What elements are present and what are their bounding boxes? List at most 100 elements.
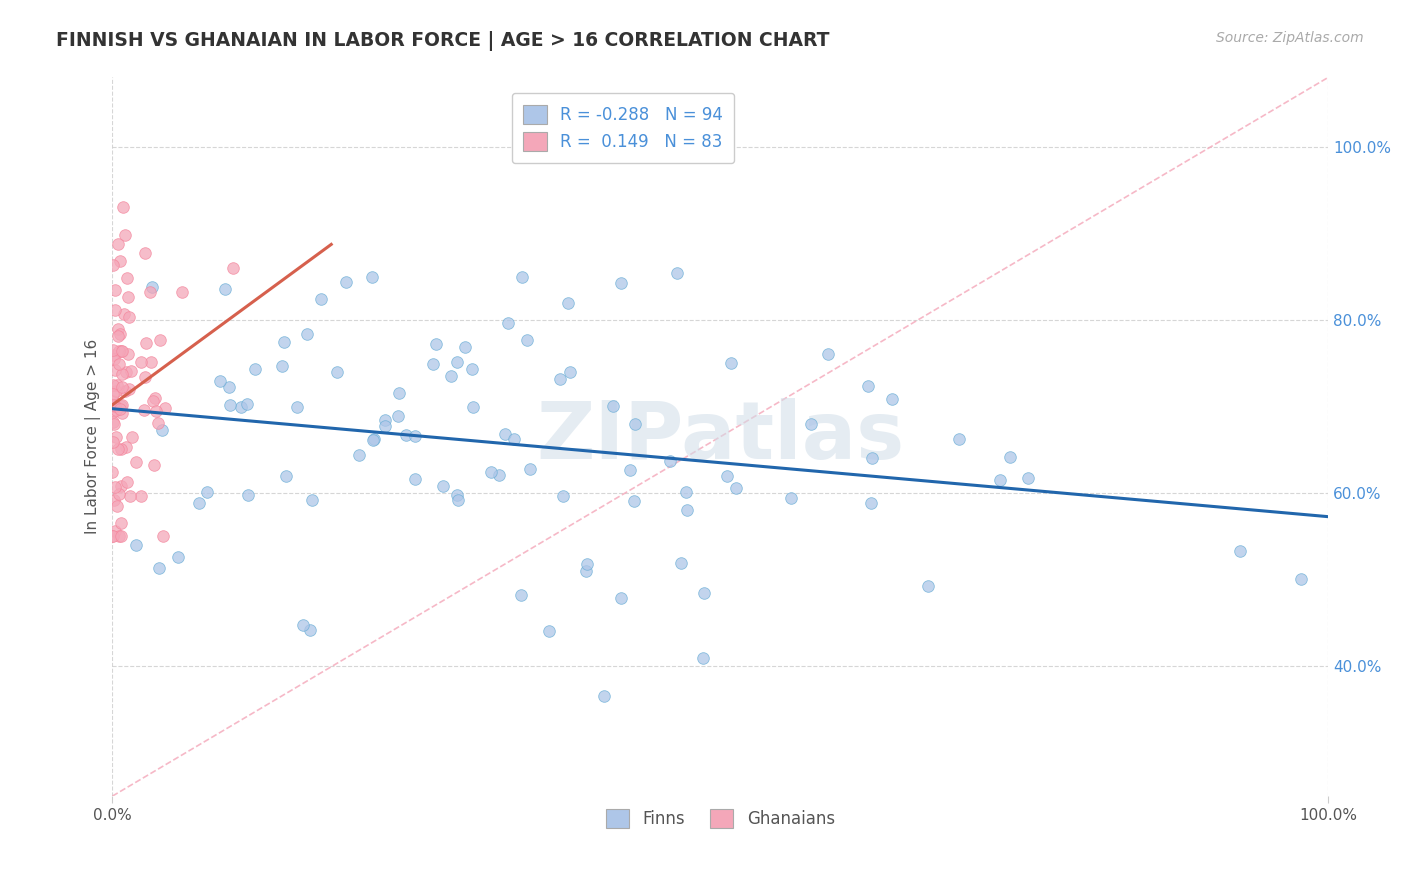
Point — [273, 335, 295, 350]
Point — [107, 329, 129, 343]
Point — [115, 365, 138, 379]
Point — [623, 494, 645, 508]
Point — [510, 588, 533, 602]
Point — [134, 245, 156, 260]
Point — [425, 336, 447, 351]
Point — [550, 372, 572, 386]
Point — [101, 465, 124, 479]
Point — [134, 370, 156, 384]
Point — [112, 307, 135, 321]
Point — [860, 496, 883, 510]
Point — [301, 493, 323, 508]
Point — [298, 623, 321, 637]
Point — [114, 384, 136, 399]
Point — [131, 354, 153, 368]
Point — [104, 479, 127, 493]
Point — [676, 503, 699, 517]
Point — [387, 409, 409, 424]
Point — [361, 269, 384, 284]
Point — [110, 400, 132, 414]
Point — [111, 398, 134, 412]
Point — [108, 402, 131, 417]
Point — [363, 432, 385, 446]
Point — [117, 290, 139, 304]
Point — [276, 469, 298, 483]
Point — [104, 524, 127, 538]
Point — [860, 450, 883, 465]
Point — [149, 333, 172, 347]
Point — [103, 417, 125, 432]
Point — [422, 357, 444, 371]
Point — [800, 417, 823, 431]
Point — [110, 442, 132, 456]
Point — [101, 393, 124, 408]
Point — [117, 347, 139, 361]
Point — [271, 359, 294, 373]
Point — [115, 475, 138, 490]
Point — [110, 479, 132, 493]
Point — [145, 404, 167, 418]
Point — [101, 348, 124, 362]
Point — [720, 355, 742, 369]
Point — [537, 624, 560, 639]
Point — [103, 351, 125, 366]
Point — [460, 361, 482, 376]
Point — [496, 317, 519, 331]
Legend: Finns, Ghanaians: Finns, Ghanaians — [599, 802, 841, 835]
Point — [236, 397, 259, 411]
Point — [503, 432, 526, 446]
Point — [108, 487, 131, 501]
Point — [153, 401, 176, 415]
Point — [669, 556, 692, 570]
Point — [998, 450, 1021, 464]
Point — [167, 550, 190, 565]
Point — [231, 400, 253, 414]
Point — [104, 403, 127, 417]
Point — [103, 416, 125, 430]
Point — [948, 432, 970, 446]
Point — [395, 427, 418, 442]
Point — [120, 490, 142, 504]
Point — [454, 340, 477, 354]
Point — [236, 488, 259, 502]
Point — [104, 399, 127, 413]
Point — [326, 365, 349, 379]
Point — [114, 227, 136, 242]
Point — [112, 200, 135, 214]
Point — [675, 484, 697, 499]
Point — [693, 586, 716, 600]
Point — [101, 378, 124, 392]
Point — [557, 295, 579, 310]
Point — [107, 357, 129, 371]
Point — [463, 400, 485, 414]
Point — [101, 529, 124, 543]
Point — [575, 564, 598, 578]
Point — [150, 423, 173, 437]
Point — [103, 387, 125, 401]
Point — [243, 362, 266, 376]
Point — [716, 468, 738, 483]
Point — [219, 398, 242, 412]
Point — [988, 473, 1011, 487]
Point — [125, 538, 148, 552]
Point — [104, 303, 127, 318]
Point — [349, 448, 371, 462]
Point — [111, 367, 134, 381]
Point — [108, 529, 131, 543]
Point — [121, 430, 143, 444]
Text: FINNISH VS GHANAIAN IN LABOR FORCE | AGE > 16 CORRELATION CHART: FINNISH VS GHANAIAN IN LABOR FORCE | AGE… — [56, 31, 830, 51]
Point — [101, 343, 124, 358]
Point — [107, 344, 129, 359]
Point — [880, 392, 903, 407]
Point — [404, 472, 426, 486]
Point — [388, 386, 411, 401]
Point — [1229, 544, 1251, 558]
Point — [440, 368, 463, 383]
Point — [624, 417, 647, 431]
Point — [856, 379, 879, 393]
Text: Source: ZipAtlas.com: Source: ZipAtlas.com — [1216, 31, 1364, 45]
Point — [111, 380, 134, 394]
Point — [142, 458, 165, 472]
Point — [101, 435, 124, 450]
Point — [108, 327, 131, 342]
